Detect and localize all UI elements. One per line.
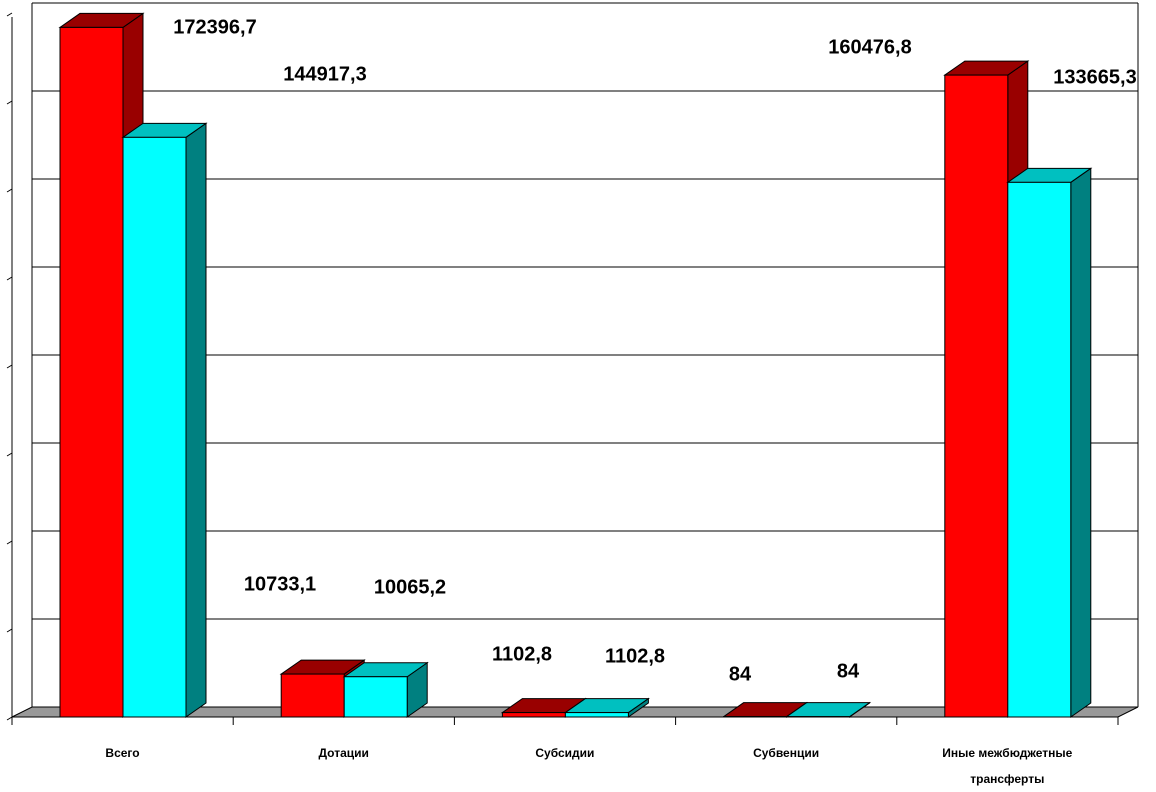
bar	[344, 677, 407, 717]
bar-side	[186, 123, 206, 717]
data-label: 84	[729, 663, 752, 685]
bar	[945, 75, 1008, 717]
y-tick	[7, 277, 12, 280]
x-tick-label: Иные межбюджетные трансферты	[897, 740, 1118, 792]
x-tick-label: Субсидии	[454, 740, 675, 766]
y-tick	[7, 541, 12, 544]
y-tick	[7, 365, 12, 368]
bar	[1008, 182, 1071, 717]
x-tick-label: Всего	[12, 740, 233, 766]
data-label: 133665,3	[1053, 66, 1136, 88]
y-tick	[7, 101, 12, 104]
bar	[123, 137, 186, 717]
y-tick	[7, 629, 12, 632]
data-label: 10065,2	[374, 576, 446, 598]
data-label: 144917,3	[283, 63, 366, 85]
data-label: 84	[837, 660, 860, 682]
y-tick	[7, 189, 12, 192]
data-label: 172396,7	[173, 16, 256, 38]
data-label: 1102,8	[605, 645, 665, 667]
x-tick-label: Субвенции	[676, 740, 897, 766]
data-label: 1102,8	[492, 643, 552, 665]
y-tick	[7, 13, 12, 16]
data-label: 10733,1	[244, 573, 316, 595]
bar	[60, 27, 123, 717]
data-label: 160476,8	[828, 36, 911, 58]
bar	[281, 674, 344, 717]
x-tick-label: Дотации	[233, 740, 454, 766]
y-tick	[7, 453, 12, 456]
bar-side	[1071, 168, 1091, 717]
bar	[502, 713, 565, 717]
y-tick	[7, 717, 12, 720]
bar	[565, 713, 628, 717]
